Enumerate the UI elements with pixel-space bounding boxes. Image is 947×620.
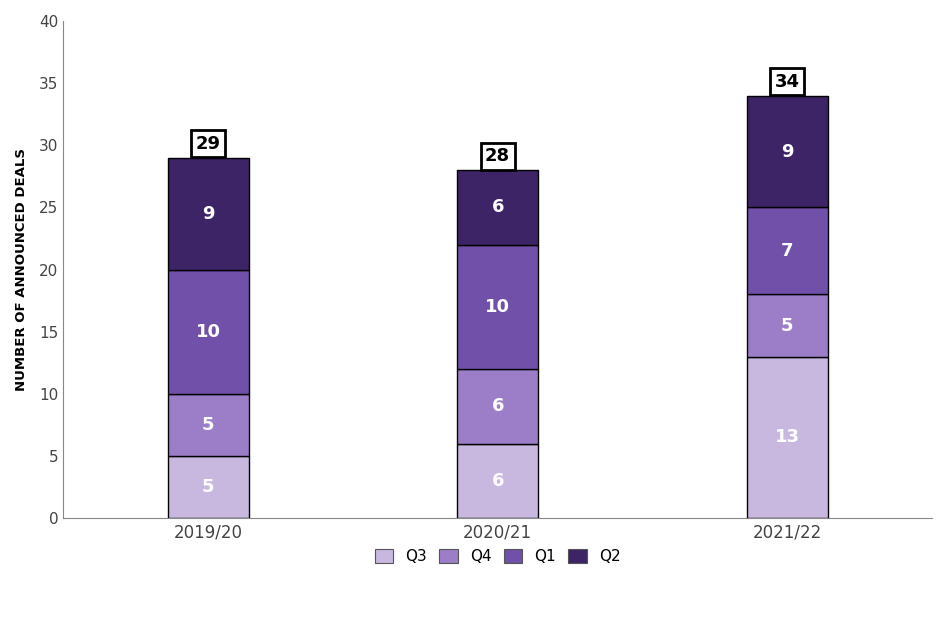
Bar <box>746 356 828 518</box>
Text: 5: 5 <box>202 416 214 434</box>
Bar <box>457 443 538 518</box>
Text: 29: 29 <box>196 135 221 153</box>
Text: 5: 5 <box>781 316 794 335</box>
Text: 6: 6 <box>491 397 504 415</box>
Text: 9: 9 <box>202 205 214 223</box>
Text: 13: 13 <box>775 428 799 446</box>
Legend: Q3, Q4, Q1, Q2: Q3, Q4, Q1, Q2 <box>368 543 627 570</box>
Text: 7: 7 <box>781 242 794 260</box>
Bar <box>746 95 828 208</box>
Text: 6: 6 <box>491 472 504 490</box>
Text: 28: 28 <box>485 147 510 165</box>
Bar <box>746 294 828 356</box>
Bar <box>168 270 249 394</box>
Y-axis label: NUMBER OF ANNOUNCED DEALS: NUMBER OF ANNOUNCED DEALS <box>15 148 28 391</box>
Bar <box>457 369 538 443</box>
Text: 9: 9 <box>781 143 794 161</box>
Bar <box>168 394 249 456</box>
Text: 34: 34 <box>775 73 799 91</box>
Bar <box>457 245 538 369</box>
Bar <box>457 170 538 245</box>
Bar <box>168 157 249 270</box>
Text: 10: 10 <box>485 298 510 316</box>
Bar <box>168 456 249 518</box>
Text: 6: 6 <box>491 198 504 216</box>
Bar <box>746 208 828 294</box>
Text: 5: 5 <box>202 478 214 496</box>
Text: 10: 10 <box>196 323 221 341</box>
